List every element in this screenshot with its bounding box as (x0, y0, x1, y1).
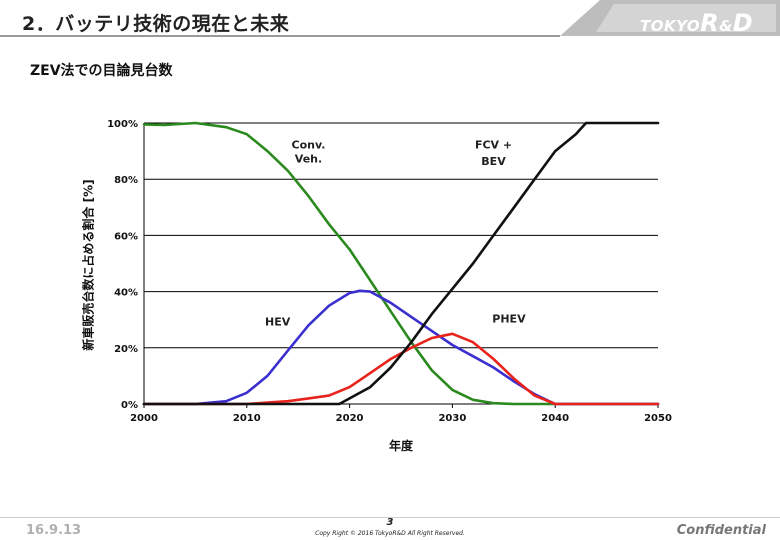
x-axis-label: 年度 (389, 438, 414, 453)
x-tick-label: 2050 (644, 413, 672, 424)
y-tick-label: 100% (107, 119, 138, 130)
slide-subtitle: ZEV法での目論見台数 (30, 63, 173, 79)
y-tick-label: 40% (114, 288, 138, 299)
logo-band (560, 0, 780, 36)
series-line-phev (142, 332, 660, 406)
x-tick-label: 2040 (541, 413, 569, 424)
logo-text-tokyo: TOKYO (640, 17, 701, 35)
y-tick-label: 80% (114, 175, 138, 186)
series-annotation-label: HEV (265, 315, 291, 328)
logo-text-amp: & (719, 17, 733, 35)
logo-text-d: D (732, 9, 754, 37)
x-tick-label: 2030 (438, 413, 466, 424)
footer-date: 16.9.13 (26, 523, 82, 538)
y-tick-label: 0% (121, 400, 138, 411)
x-tick-label: 2000 (130, 413, 158, 424)
x-tick-label: 2010 (233, 413, 261, 424)
series-annotation-label: PHEV (492, 313, 526, 326)
title-underline (0, 35, 560, 37)
y-tick-label: 60% (114, 231, 138, 242)
y-tick-label: 20% (114, 344, 138, 355)
series-annotation-label: Conv. (292, 138, 326, 151)
logo-text-r: R (700, 9, 720, 37)
series-line-hev (142, 289, 660, 406)
series-annotation-label: BEV (481, 155, 506, 168)
page-title: 2．バッテリ技術の現在と未来 (22, 13, 290, 35)
logo-band-inner (596, 4, 776, 32)
footer-divider (0, 517, 780, 518)
series-annotation-label: FCV + (475, 138, 512, 151)
series-annotation-label: Veh. (295, 152, 322, 165)
confidential-label: Confidential (676, 523, 766, 538)
series-line-conv-veh (142, 121, 660, 406)
page-number: 3 (386, 517, 394, 528)
copyright-text: Copy Right © 2016 TokyoR&D All Right Res… (315, 530, 465, 537)
company-logo: TOKYOR&D (640, 9, 753, 37)
y-axis-label: 新車販売台数に占める割合 [%] (81, 179, 96, 351)
line-chart: 0% 20% 40% 60% 80% 100% 2000 2010 2020 2030 2040 20… (107, 119, 672, 453)
x-tick-label: 2020 (336, 413, 364, 424)
y-axis-label-wrap: 新車販売台数に占める割合 [%] (76, 120, 100, 410)
header: 2．バッテリ技術の現在と未来 TOKYOR&D (0, 0, 780, 44)
series-line-fcv-bev (142, 121, 660, 406)
